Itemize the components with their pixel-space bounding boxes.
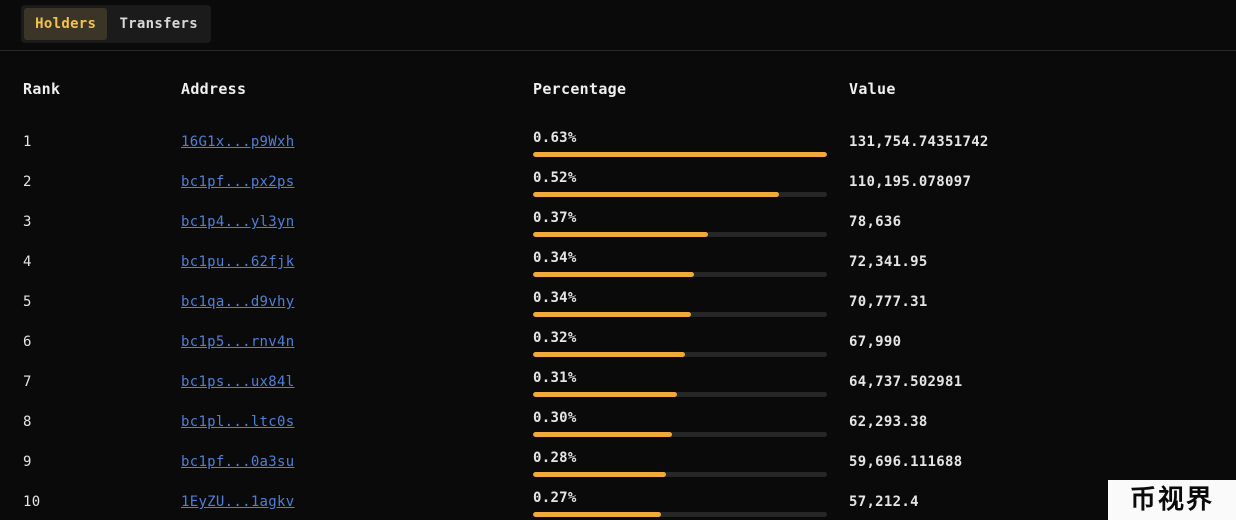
percentage-bar-fill (533, 432, 673, 437)
percentage-label: 0.31% (533, 370, 577, 386)
top-bar: Holders Transfers (0, 0, 1236, 51)
percentage-bar-fill (533, 392, 678, 397)
percentage-bar (533, 352, 827, 357)
value-cell: 110,195.078097 (849, 174, 972, 190)
percentage-bar-fill (533, 232, 708, 237)
value-cell: 59,696.111688 (849, 454, 963, 470)
address-link[interactable]: bc1pl...ltc0s (181, 414, 295, 430)
value-cell: 72,341.95 (849, 254, 928, 270)
rank-cell: 6 (23, 334, 32, 350)
address-link[interactable]: bc1ps...ux84l (181, 374, 295, 390)
percentage-label: 0.28% (533, 450, 577, 466)
percentage-bar-fill (533, 352, 685, 357)
percentage-bar (533, 512, 827, 517)
percentage-bar (533, 432, 827, 437)
value-cell: 62,293.38 (849, 414, 928, 430)
column-header-percentage: Percentage (533, 80, 627, 98)
percentage-label: 0.63% (533, 130, 577, 146)
rank-cell: 2 (23, 174, 32, 190)
table-row: 1 16G1x...p9Wxh 0.63% 131,754.74351742 (0, 114, 1236, 157)
column-header-address: Address (181, 80, 247, 98)
percentage-bar-fill (533, 152, 827, 157)
percentage-bar-fill (533, 512, 661, 517)
tab-group: Holders Transfers (21, 5, 211, 43)
percentage-label: 0.27% (533, 490, 577, 506)
percentage-bar (533, 312, 827, 317)
percentage-bar (533, 152, 827, 157)
watermark-logo: 币视界 (1108, 480, 1236, 520)
table-row: 5 bc1qa...d9vhy 0.34% 70,777.31 (0, 274, 1236, 317)
address-link[interactable]: 1EyZU...1agkv (181, 494, 295, 510)
percentage-label: 0.32% (533, 330, 577, 346)
rank-cell: 1 (23, 134, 32, 150)
table-row: 3 bc1p4...yl3yn 0.37% 78,636 (0, 194, 1236, 237)
rank-cell: 7 (23, 374, 32, 390)
address-link[interactable]: bc1pf...px2ps (181, 174, 295, 190)
address-link[interactable]: bc1p4...yl3yn (181, 214, 295, 230)
table-row: 4 bc1pu...62fjk 0.34% 72,341.95 (0, 234, 1236, 277)
rank-cell: 4 (23, 254, 32, 270)
address-link[interactable]: bc1qa...d9vhy (181, 294, 295, 310)
percentage-label: 0.52% (533, 170, 577, 186)
rank-cell: 5 (23, 294, 32, 310)
percentage-bar-fill (533, 472, 667, 477)
tab-transfers[interactable]: Transfers (119, 16, 198, 32)
percentage-bar-fill (533, 272, 695, 277)
table-row: 9 bc1pf...0a3su 0.28% 59,696.111688 (0, 434, 1236, 477)
percentage-bar (533, 392, 827, 397)
address-link[interactable]: bc1pu...62fjk (181, 254, 295, 270)
table-row: 7 bc1ps...ux84l 0.31% 64,737.502981 (0, 354, 1236, 397)
rank-cell: 10 (23, 494, 41, 510)
rank-cell: 9 (23, 454, 32, 470)
percentage-bar-fill (533, 192, 779, 197)
column-header-value: Value (849, 80, 896, 98)
tab-holders[interactable]: Holders (24, 8, 108, 40)
value-cell: 57,212.4 (849, 494, 919, 510)
value-cell: 67,990 (849, 334, 902, 350)
rank-cell: 3 (23, 214, 32, 230)
column-header-rank: Rank (23, 80, 61, 98)
percentage-bar (533, 472, 827, 477)
address-link[interactable]: 16G1x...p9Wxh (181, 134, 295, 150)
percentage-label: 0.34% (533, 290, 577, 306)
percentage-bar (533, 272, 827, 277)
percentage-label: 0.30% (533, 410, 577, 426)
address-link[interactable]: bc1p5...rnv4n (181, 334, 295, 350)
table-row: 2 bc1pf...px2ps 0.52% 110,195.078097 (0, 154, 1236, 197)
table-row: 10 1EyZU...1agkv 0.27% 57,212.4 (0, 474, 1236, 517)
table-row: 8 bc1pl...ltc0s 0.30% 62,293.38 (0, 394, 1236, 437)
percentage-label: 0.34% (533, 250, 577, 266)
address-link[interactable]: bc1pf...0a3su (181, 454, 295, 470)
value-cell: 70,777.31 (849, 294, 928, 310)
value-cell: 64,737.502981 (849, 374, 963, 390)
percentage-bar (533, 232, 827, 237)
percentage-bar (533, 192, 827, 197)
value-cell: 78,636 (849, 214, 902, 230)
percentage-bar-fill (533, 312, 691, 317)
table-row: 6 bc1p5...rnv4n 0.32% 67,990 (0, 314, 1236, 357)
rank-cell: 8 (23, 414, 32, 430)
value-cell: 131,754.74351742 (849, 134, 989, 150)
percentage-label: 0.37% (533, 210, 577, 226)
